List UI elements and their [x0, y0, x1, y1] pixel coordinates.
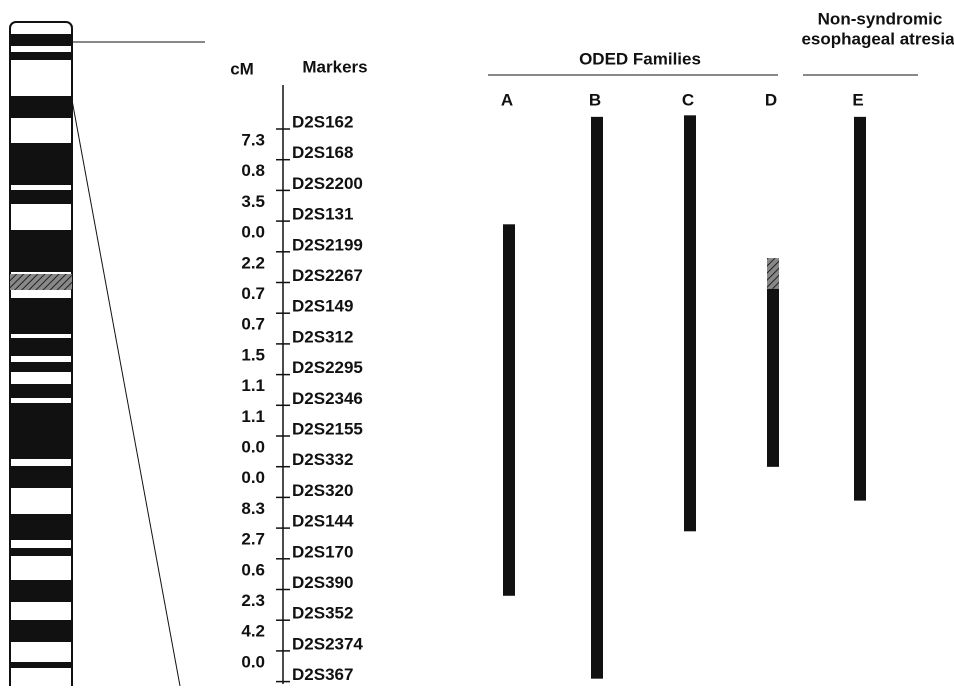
marker-label: D2S2199	[292, 235, 363, 254]
marker-label: D2S2267	[292, 266, 363, 285]
marker-label: D2S332	[292, 450, 353, 469]
family-label: D	[765, 90, 777, 109]
interval-bar	[591, 116, 603, 679]
cm-value: 4.2	[241, 622, 265, 641]
marker-label: D2S312	[292, 327, 353, 346]
marker-label: D2S131	[292, 205, 353, 224]
family-label: A	[501, 90, 513, 109]
ideogram	[9, 21, 205, 691]
marker-label: D2S168	[292, 143, 353, 162]
marker-label: D2S2155	[292, 419, 363, 438]
non-syndromic-header: Non-syndromic	[818, 9, 943, 28]
markers-header: Markers	[302, 57, 367, 76]
cm-value: 0.0	[241, 468, 265, 487]
cm-value: 0.0	[241, 652, 265, 671]
cm-value: 1.1	[241, 376, 265, 395]
family-label: C	[682, 90, 694, 109]
marker-label: D2S2374	[292, 634, 363, 653]
marker-label: D2S149	[292, 297, 353, 316]
interval-bar	[767, 288, 779, 467]
cm-value: 2.7	[241, 530, 265, 549]
interval-bar	[854, 116, 866, 501]
interval-bar	[503, 224, 515, 596]
non-syndromic-header: esophageal atresia	[801, 29, 954, 48]
cm-value: 3.5	[241, 192, 265, 211]
marker-label: D2S320	[292, 481, 353, 500]
cm-value: 0.6	[241, 560, 265, 579]
marker-label: D2S2346	[292, 389, 363, 408]
cm-value: 1.5	[241, 345, 265, 364]
marker-label: D2S367	[292, 665, 353, 684]
marker-label: D2S2200	[292, 174, 363, 193]
marker-label: D2S390	[292, 573, 353, 592]
cm-value: 0.0	[241, 223, 265, 242]
cm-value: 0.8	[241, 161, 265, 180]
marker-label: D2S170	[292, 542, 353, 561]
oded-header: ODED Families	[579, 49, 701, 68]
family-label: B	[589, 90, 601, 109]
cm-value: 8.3	[241, 499, 265, 518]
marker-label: D2S162	[292, 112, 353, 131]
marker-label: D2S352	[292, 604, 353, 623]
cm-value: 2.2	[241, 253, 265, 272]
cm-value: 2.3	[241, 591, 265, 610]
cm-value: 0.7	[241, 315, 265, 334]
cm-value: 1.1	[241, 407, 265, 426]
marker-label: D2S2295	[292, 358, 363, 377]
interval-bar	[684, 115, 696, 532]
cm-value: 7.3	[241, 130, 265, 149]
cm-value: 0.7	[241, 284, 265, 303]
family-label: E	[852, 90, 863, 109]
marker-label: D2S144	[292, 512, 354, 531]
cm-header: cM	[230, 59, 254, 78]
cm-value: 0.0	[241, 437, 265, 456]
hatched-interval	[767, 258, 779, 289]
